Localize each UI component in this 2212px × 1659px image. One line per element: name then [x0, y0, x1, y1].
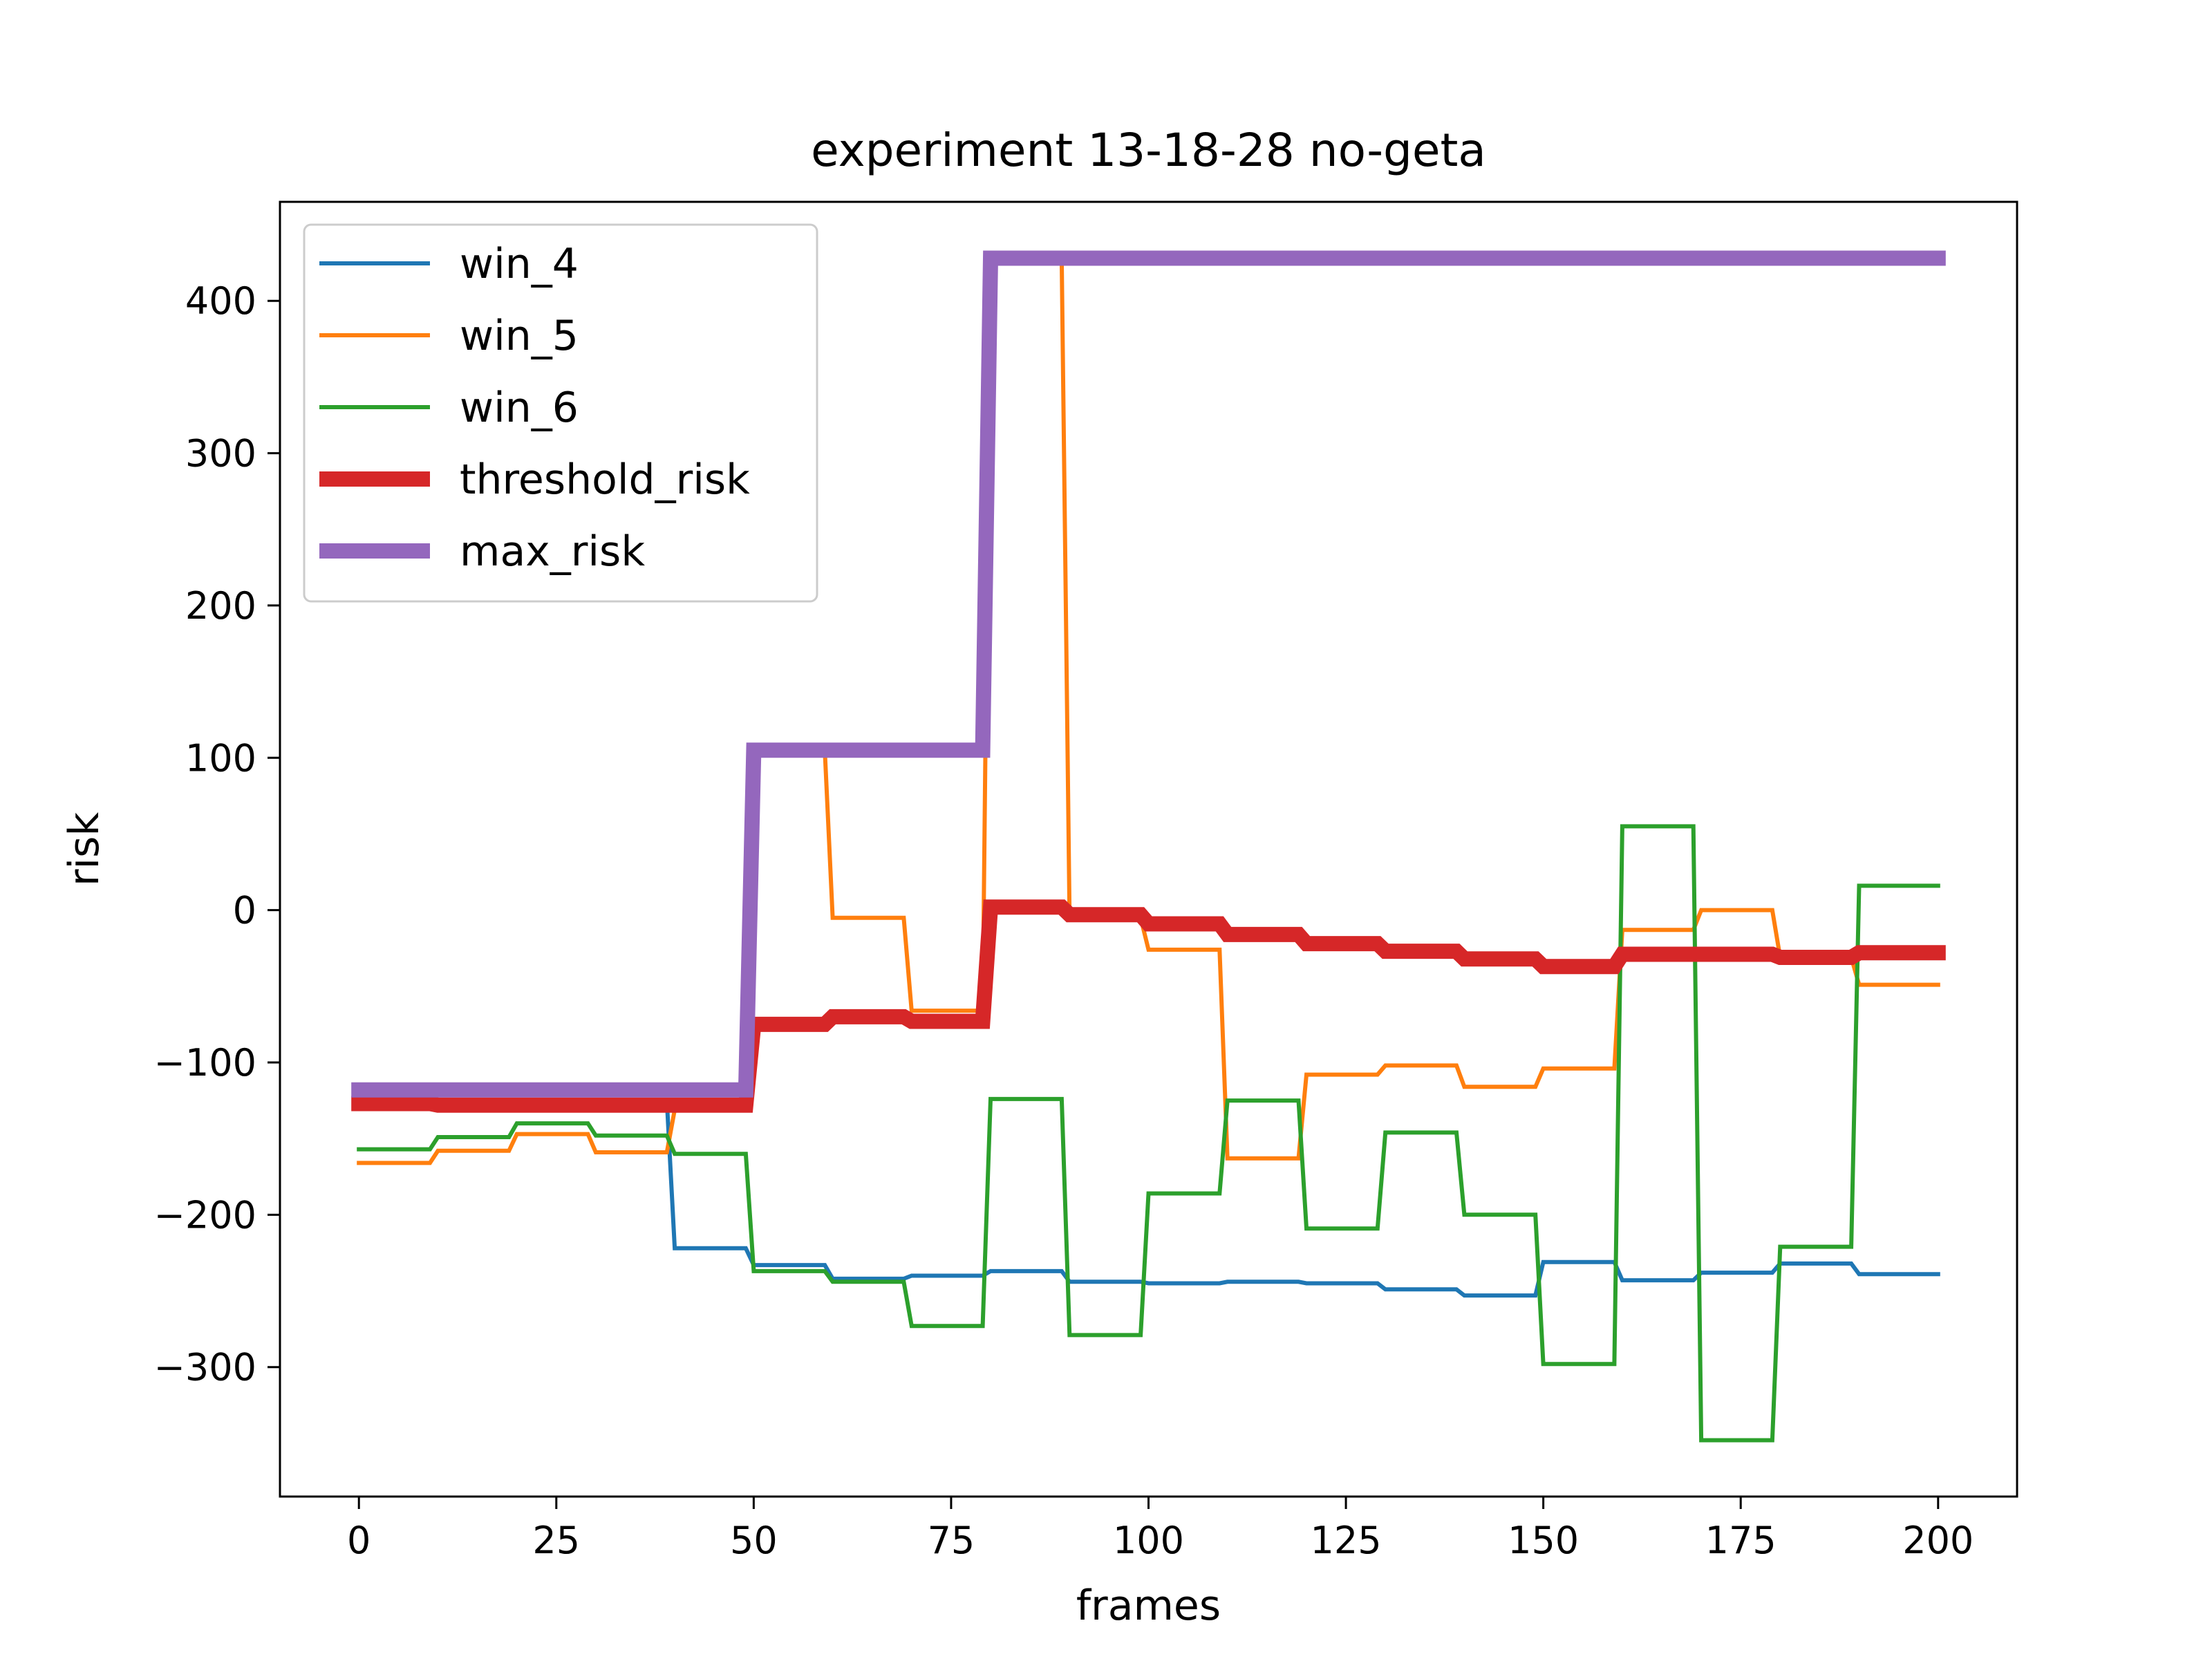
y-tick-label: −300 [154, 1346, 256, 1389]
y-tick-label: 200 [185, 584, 256, 628]
x-tick-label: 0 [347, 1519, 371, 1562]
legend-entry-label: max_risk [460, 527, 645, 576]
x-axis-label: frames [1076, 1582, 1221, 1630]
x-tick-label: 100 [1113, 1519, 1184, 1562]
y-tick-label: 400 [185, 279, 256, 323]
legend-box [303, 223, 818, 603]
y-tick-label: −100 [154, 1041, 256, 1085]
series-line-max-risk [351, 250, 1946, 1098]
x-tick-label: 25 [532, 1519, 580, 1562]
x-tick-label: 50 [730, 1519, 778, 1562]
y-tick-label: 0 [233, 889, 256, 932]
y-axis-label: risk [60, 812, 109, 887]
x-tick-label: 75 [928, 1519, 975, 1562]
legend: win_4 win_5 win_6 threshold_risk max_risk [303, 223, 818, 603]
y-tick-label: 300 [185, 432, 256, 476]
legend-entry-label: win_5 [460, 312, 579, 360]
x-tick-label: 150 [1508, 1519, 1579, 1562]
x-axis: 0 25 50 75 100 125 150 175 200 [347, 1497, 1974, 1562]
series-layer [351, 250, 1946, 1443]
legend-entry-label: win_6 [460, 384, 579, 432]
series-line-win-6 [357, 824, 1940, 1443]
y-tick-label: −200 [154, 1193, 256, 1237]
y-axis: −300 −200 −100 0 100 200 300 400 [154, 279, 280, 1389]
legend-entry-label: threshold_risk [460, 456, 750, 504]
chart-title: experiment 13-18-28 no-geta [811, 124, 1486, 177]
y-tick-label: 100 [185, 736, 256, 780]
series-line-win-5 [357, 256, 1940, 1165]
x-tick-label: 175 [1705, 1519, 1777, 1562]
x-tick-label: 200 [1902, 1519, 1974, 1562]
legend-entry-label: win_4 [460, 240, 579, 288]
x-tick-label: 125 [1311, 1519, 1382, 1562]
